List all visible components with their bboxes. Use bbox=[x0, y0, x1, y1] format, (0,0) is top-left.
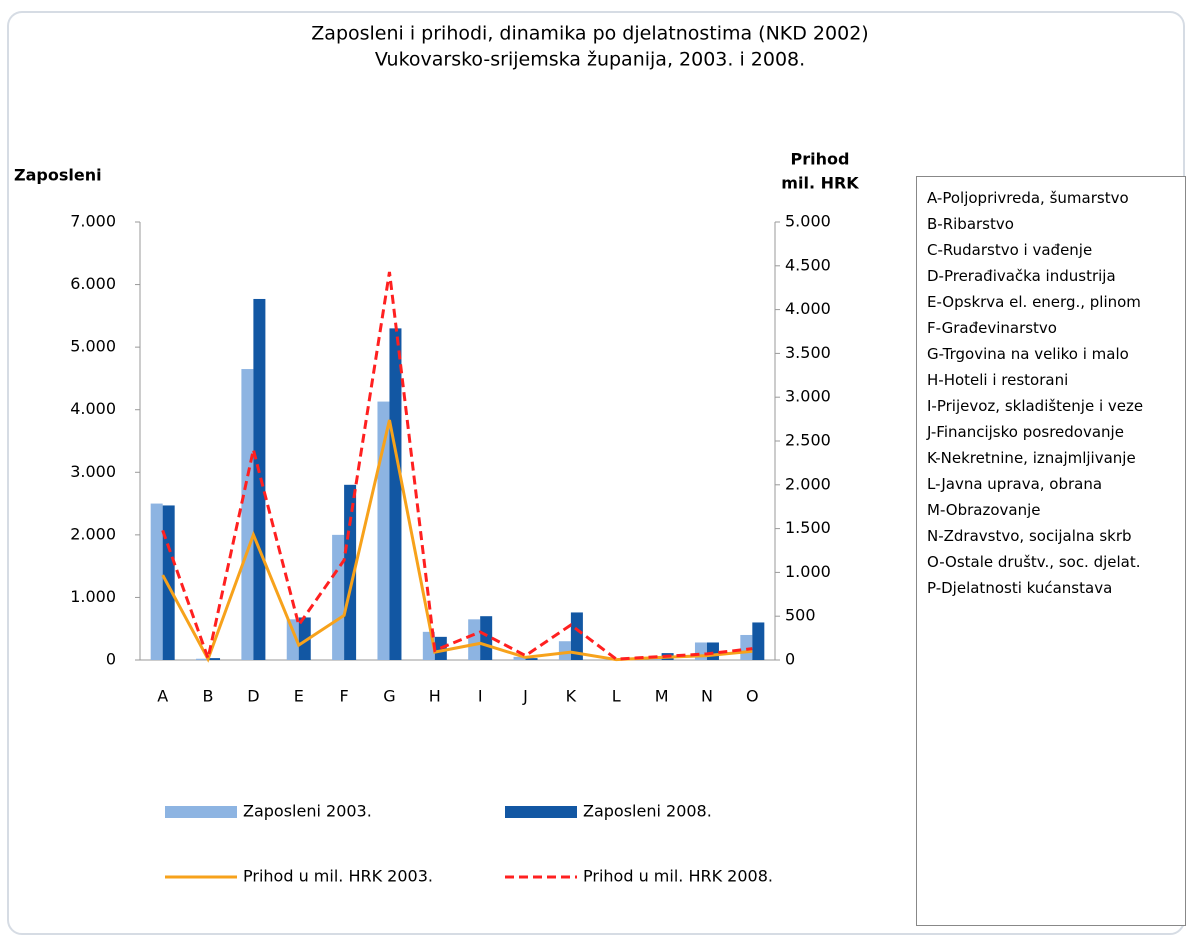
x-tick-label: H bbox=[429, 687, 441, 706]
bar bbox=[468, 619, 481, 660]
bar bbox=[570, 612, 583, 660]
x-tick-label: G bbox=[383, 687, 395, 706]
x-tick-label: M bbox=[655, 687, 669, 706]
line bbox=[161, 271, 753, 664]
x-tick-label: O bbox=[746, 687, 759, 706]
key-entry: J-Financijsko posredovanje bbox=[927, 423, 1124, 441]
bar bbox=[332, 534, 345, 660]
key-entry: D-Prerađivačka industrija bbox=[927, 267, 1116, 285]
x-tick-label: L bbox=[612, 687, 621, 706]
key-entry: K-Nekretnine, iznajmljivanje bbox=[927, 449, 1136, 467]
x-tick-label: B bbox=[203, 687, 214, 706]
y2-tick-label: 0 bbox=[785, 650, 795, 669]
y2-tick-label: 3.500 bbox=[785, 343, 831, 362]
key-entry: A-Poljoprivreda, šumarstvo bbox=[927, 189, 1129, 207]
bar bbox=[241, 369, 254, 660]
chart-title: Zaposleni i prihodi, dinamika po djelatn… bbox=[311, 23, 868, 45]
bar bbox=[196, 658, 209, 660]
bar bbox=[389, 328, 402, 660]
key-entry: M-Obrazovanje bbox=[927, 501, 1041, 519]
y-tick-label: 5.000 bbox=[70, 337, 116, 356]
y2-tick-label: 2.500 bbox=[785, 431, 831, 450]
y2-tick-label: 2.000 bbox=[785, 474, 831, 493]
chart-title: Vukovarsko-srijemska županija, 2003. i 2… bbox=[375, 49, 805, 71]
y2-tick-label: 1.500 bbox=[785, 518, 831, 537]
y-axis-title: Zaposleni bbox=[14, 166, 102, 185]
bar bbox=[286, 619, 299, 660]
x-tick-label: J bbox=[522, 687, 528, 706]
y2-axis-title: mil. HRK bbox=[781, 174, 859, 193]
key-entry: G-Trgovina na veliko i malo bbox=[927, 345, 1129, 363]
y-tick-label: 3.000 bbox=[70, 462, 116, 481]
bar bbox=[558, 641, 571, 660]
bar bbox=[480, 616, 493, 660]
legend-swatch bbox=[505, 806, 577, 818]
key-entry: O-Ostale društv., soc. djelat. bbox=[927, 553, 1141, 571]
key-entry: P-Djelatnosti kućanstava bbox=[927, 579, 1113, 597]
bar bbox=[298, 617, 311, 660]
y2-tick-label: 4.000 bbox=[785, 299, 831, 318]
bar bbox=[150, 503, 163, 660]
legend-swatch bbox=[165, 806, 237, 818]
key-entry: B-Ribarstvo bbox=[927, 215, 1014, 233]
y-tick-label: 6.000 bbox=[70, 274, 116, 293]
x-tick-label: I bbox=[478, 687, 483, 706]
y-tick-label: 2.000 bbox=[70, 524, 116, 543]
legend-label: Prihod u mil. HRK 2008. bbox=[583, 867, 773, 886]
bar bbox=[162, 505, 175, 660]
y2-tick-label: 3.000 bbox=[785, 387, 831, 406]
y-tick-label: 7.000 bbox=[70, 212, 116, 231]
x-tick-label: K bbox=[566, 687, 577, 706]
y-tick-label: 4.000 bbox=[70, 399, 116, 418]
legend-label: Zaposleni 2003. bbox=[243, 802, 372, 821]
key-entry: E-Opskrva el. energ., plinom bbox=[927, 293, 1141, 311]
key-entry: F-Građevinarstvo bbox=[927, 319, 1057, 337]
x-tick-label: D bbox=[247, 687, 259, 706]
legend-label: Prihod u mil. HRK 2003. bbox=[243, 867, 433, 886]
bar bbox=[752, 622, 765, 660]
y2-tick-label: 1.000 bbox=[785, 562, 831, 581]
bar bbox=[377, 401, 390, 660]
key-entry: I-Prijevoz, skladištenje i veze bbox=[927, 397, 1144, 415]
category-key: A-Poljoprivreda, šumarstvo B-Ribarstvo C-R… bbox=[916, 176, 1186, 926]
x-tick-label: F bbox=[340, 687, 349, 706]
bar bbox=[513, 656, 526, 660]
x-tick-label: E bbox=[294, 687, 304, 706]
x-tick-label: A bbox=[157, 687, 168, 706]
bar bbox=[740, 634, 753, 660]
bar bbox=[253, 298, 266, 660]
y2-tick-label: 4.500 bbox=[785, 255, 831, 274]
bar bbox=[525, 658, 538, 660]
key-entry: N-Zdravstvo, socijalna skrb bbox=[927, 527, 1132, 545]
bar bbox=[208, 658, 221, 660]
key-entry: C-Rudarstvo i vađenje bbox=[927, 241, 1093, 259]
y2-tick-label: 5.000 bbox=[785, 212, 831, 231]
key-entry: H-Hoteli i restorani bbox=[927, 371, 1069, 389]
y-tick-label: 1.000 bbox=[70, 587, 116, 606]
x-tick-label: N bbox=[701, 687, 713, 706]
y2-tick-label: 500 bbox=[785, 606, 816, 625]
y-tick-label: 0 bbox=[106, 650, 116, 669]
legend-label: Zaposleni 2008. bbox=[583, 802, 712, 821]
y2-axis-title: Prihod bbox=[791, 150, 850, 169]
key-entry: L-Javna uprava, obrana bbox=[927, 475, 1103, 493]
bar bbox=[706, 642, 719, 660]
bar bbox=[344, 484, 357, 660]
